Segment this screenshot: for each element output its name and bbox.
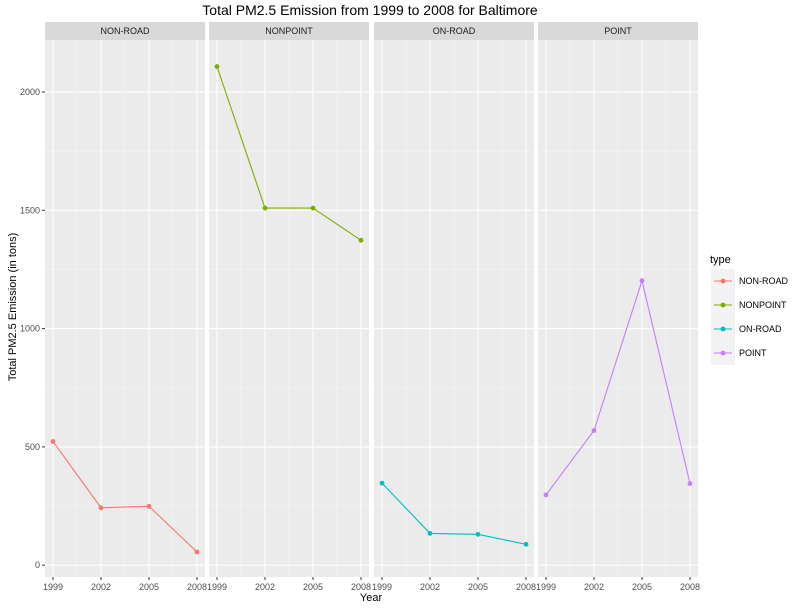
facet-panel: NON-ROAD 1999 2002 2005 2008 bbox=[43, 22, 207, 592]
series-line bbox=[381, 482, 527, 545]
facet-strip bbox=[45, 22, 205, 40]
data-point bbox=[427, 530, 433, 536]
legend-label: NONPOINT bbox=[739, 300, 787, 310]
x-tick-label: 2008 bbox=[351, 582, 371, 592]
data-point bbox=[358, 237, 364, 243]
data-point bbox=[146, 503, 152, 509]
y-tick-label: 1500 bbox=[20, 205, 40, 215]
x-tick-label: 2002 bbox=[91, 582, 111, 592]
legend-label: POINT bbox=[739, 348, 767, 358]
x-tick-label: 1999 bbox=[372, 582, 392, 592]
series-line bbox=[545, 278, 691, 496]
data-point bbox=[591, 428, 597, 433]
data-point bbox=[543, 492, 549, 498]
facet-strip-label: NON-ROAD bbox=[101, 26, 150, 36]
legend-key-point bbox=[720, 278, 726, 284]
legend-title: type bbox=[710, 254, 731, 266]
data-point bbox=[379, 480, 385, 486]
legend-label: NON-ROAD bbox=[739, 276, 788, 286]
legend-label: ON-ROAD bbox=[739, 324, 782, 334]
facet-strip-label: ON-ROAD bbox=[433, 26, 476, 36]
facet-panel: NONPOINT 1999 2002 2005 2008 bbox=[207, 22, 371, 592]
y-axis-title: Total PM2.5 Emission (in tons) bbox=[7, 233, 19, 382]
facet-panel: ON-ROAD 1999 2002 2005 2008 bbox=[372, 22, 536, 592]
x-tick-label: 2008 bbox=[187, 582, 207, 592]
facet-strip bbox=[209, 22, 369, 40]
x-tick-label: 2002 bbox=[584, 582, 604, 592]
data-point bbox=[50, 439, 56, 444]
data-point bbox=[98, 505, 104, 511]
y-tick-label: 500 bbox=[25, 442, 40, 452]
x-tick-label: 2008 bbox=[680, 582, 700, 592]
x-tick-label: 2005 bbox=[632, 582, 652, 592]
data-point bbox=[310, 205, 316, 211]
chart-title: Total PM2.5 Emission from 1999 to 2008 f… bbox=[202, 2, 538, 18]
facet-panels: NON-ROAD 1999 2002 2005 2008 NONPOINT 1999 2002… bbox=[43, 22, 700, 592]
x-tick-label: 2005 bbox=[303, 582, 323, 592]
data-point bbox=[475, 531, 481, 537]
x-tick-label: 2008 bbox=[516, 582, 536, 592]
x-tick-label: 2005 bbox=[468, 582, 488, 592]
x-tick-label: 2005 bbox=[139, 582, 159, 592]
facet-panel: POINT 1999 2002 2005 2008 bbox=[536, 22, 700, 592]
data-point bbox=[523, 541, 529, 547]
x-tick-label: 1999 bbox=[43, 582, 63, 592]
x-tick-label: 2002 bbox=[255, 582, 275, 592]
data-point bbox=[639, 278, 645, 284]
legend-key-point bbox=[720, 350, 726, 356]
y-tick-label: 2000 bbox=[20, 87, 40, 97]
facet-strip bbox=[538, 22, 698, 40]
facet-strip bbox=[374, 22, 534, 40]
data-point bbox=[687, 481, 693, 486]
legend: type NON-ROAD NONPOINT ON-ROAD POINT bbox=[710, 254, 788, 365]
x-tick-label: 1999 bbox=[207, 582, 227, 592]
facet-strip-label: NONPOINT bbox=[265, 26, 313, 36]
data-point bbox=[194, 549, 200, 555]
series-line bbox=[52, 441, 198, 553]
legend-key-point bbox=[720, 326, 726, 332]
y-axis: 0 500 1000 1500 2000 bbox=[20, 87, 45, 570]
data-point bbox=[262, 205, 268, 211]
x-axis-title: Year bbox=[360, 592, 383, 604]
legend-key-point bbox=[720, 302, 726, 308]
x-tick-label: 1999 bbox=[536, 582, 556, 592]
x-tick-label: 2002 bbox=[420, 582, 440, 592]
y-tick-label: 0 bbox=[35, 560, 40, 570]
facet-strip-label: POINT bbox=[604, 26, 632, 36]
y-tick-label: 1000 bbox=[20, 324, 40, 334]
series-line bbox=[216, 66, 362, 241]
data-point bbox=[214, 64, 220, 69]
